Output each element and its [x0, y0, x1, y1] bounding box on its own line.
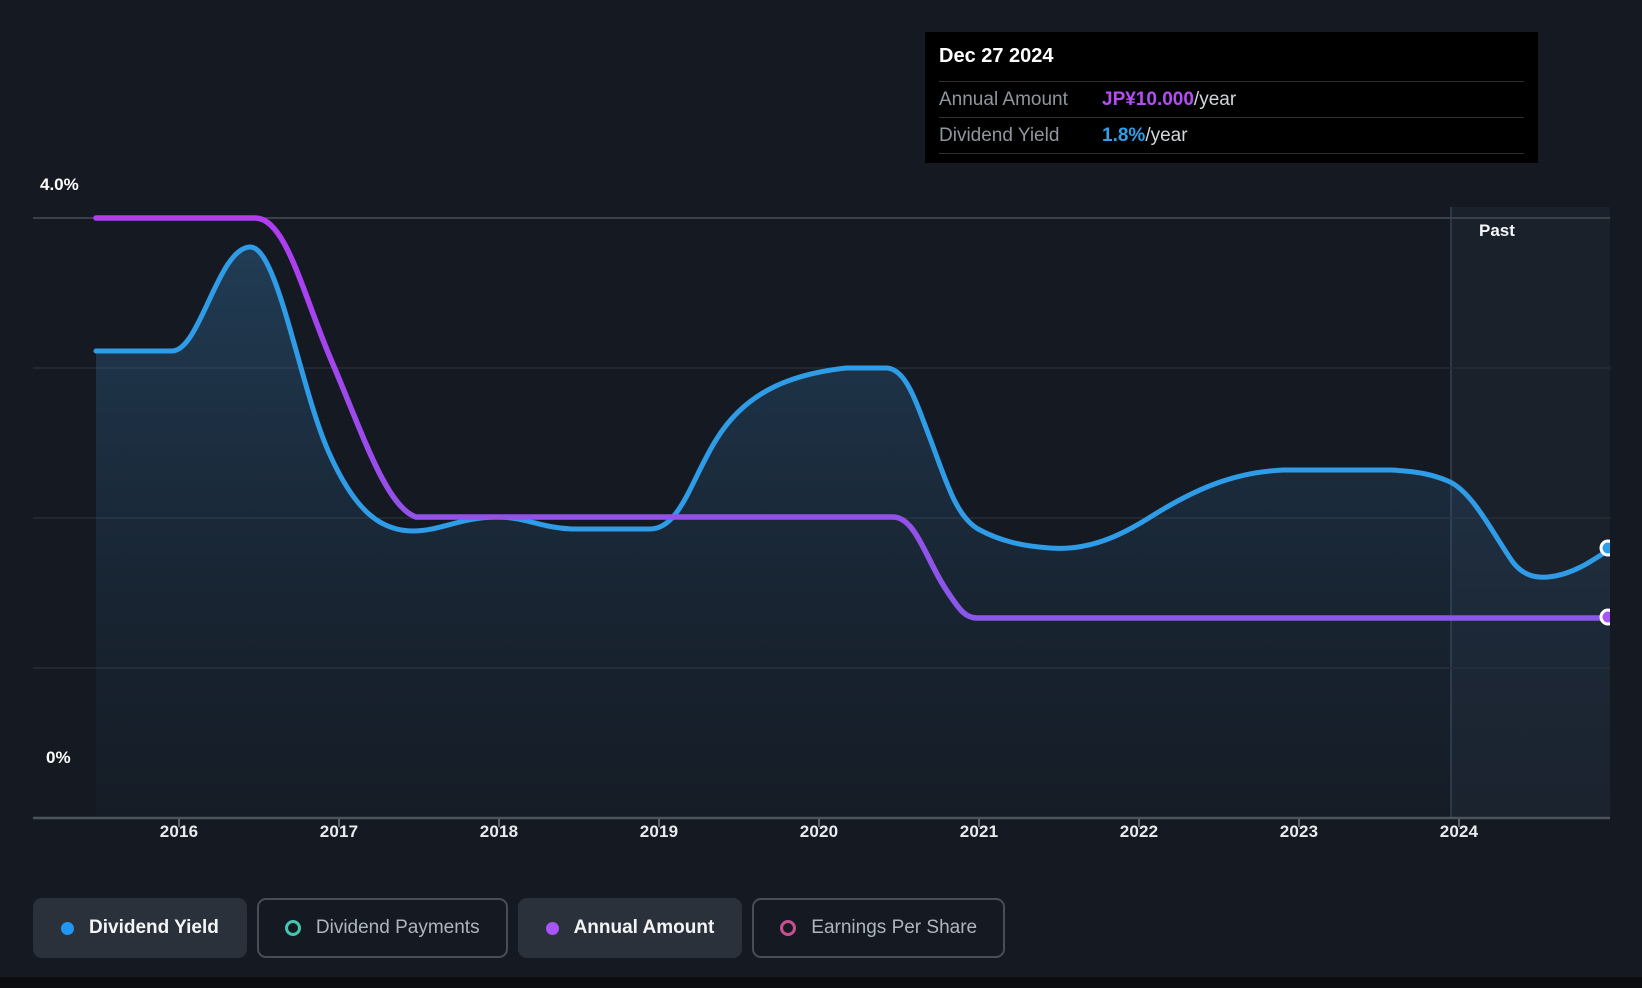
dividend-payments-ring-icon	[284, 920, 301, 936]
tooltip-row-dividend-yield: Dividend Yield 1.8%/year	[939, 117, 1524, 154]
x-axis-year-label: 2023	[1279, 822, 1319, 841]
x-axis-year-label: 2024	[1439, 822, 1479, 841]
legend-button-earnings-per-share[interactable]: Earnings Per Share	[752, 898, 1006, 958]
legend-label: Annual Amount	[573, 917, 715, 938]
x-axis-year-label: 2022	[1119, 822, 1159, 841]
bottom-strip	[0, 977, 1642, 988]
x-axis-year-label: 2016	[159, 822, 199, 841]
annual-amount-end-marker[interactable]	[1599, 608, 1615, 626]
x-axis-year-label: 2019	[639, 822, 679, 841]
legend-label: Dividend Yield	[89, 917, 219, 938]
dividend-yield-area	[96, 246, 1610, 818]
x-axis-year-label: 2017	[319, 822, 359, 841]
tooltip-label: Annual Amount	[939, 88, 1068, 110]
dividend-yield-dot-icon	[61, 921, 74, 935]
tooltip-value: JP¥10.000	[1102, 88, 1194, 110]
x-axis	[33, 816, 1610, 827]
y-axis-label-bottom: 0%	[46, 748, 71, 767]
tooltip-value-suffix: /year	[1193, 88, 1237, 110]
legend-label: Earnings Per Share	[811, 917, 978, 938]
earnings-per-share-ring-icon	[780, 920, 797, 936]
annual-amount-line	[93, 215, 1610, 621]
tooltip-row-annual-amount: Annual Amount JP¥10.000/year	[939, 81, 1524, 117]
legend-button-dividend-yield[interactable]: Dividend Yield	[33, 898, 247, 958]
past-region-label: Past	[1479, 221, 1515, 240]
x-axis-year-label: 2020	[799, 822, 839, 841]
x-axis-year-label: 2018	[479, 822, 519, 841]
tooltip-label: Dividend Yield	[939, 124, 1060, 146]
tooltip-value: 1.8%	[1102, 124, 1146, 146]
tooltip-value-suffix: /year	[1145, 124, 1188, 146]
dividend-yield-end-marker[interactable]	[1599, 539, 1615, 557]
legend-label: Dividend Payments	[315, 917, 480, 938]
annual-amount-dot-icon	[545, 921, 559, 935]
legend-button-dividend-payments[interactable]: Dividend Payments	[256, 898, 508, 958]
legend-button-annual-amount[interactable]: Annual Amount	[517, 898, 743, 958]
chart-legend: Dividend Yield Dividend Payments Annual …	[33, 898, 1006, 958]
y-axis-label-top: 4.0%	[40, 175, 79, 194]
x-axis-year-label: 2021	[959, 822, 999, 841]
tooltip-date: Dec 27 2024	[939, 45, 1054, 67]
dividend-yield-line	[93, 244, 1610, 580]
chart-tooltip: Dec 27 2024 Annual Amount JP¥10.000/year…	[925, 32, 1538, 163]
